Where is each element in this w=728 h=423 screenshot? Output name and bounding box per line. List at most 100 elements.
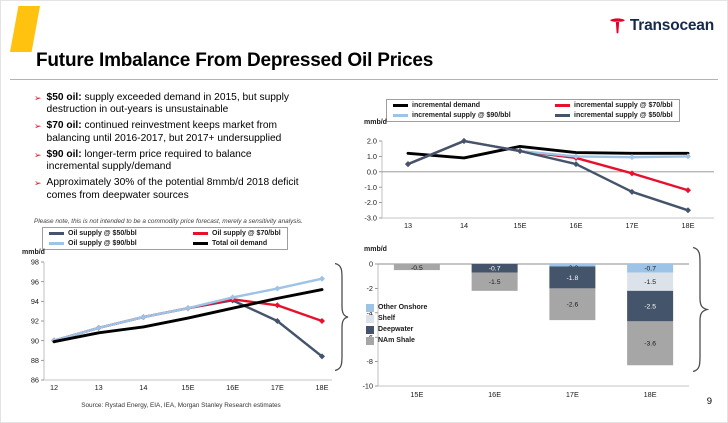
chart-legend: Other Onshore Shelf Deepwater NAm Shale (366, 304, 427, 345)
legend-label: NAm Shale (378, 337, 415, 345)
x-tick-label: 16E (226, 383, 239, 392)
legend-label: Oil supply @ $70/bbl (212, 230, 281, 237)
x-tick-label: 17E (271, 383, 284, 392)
bullet-arrow-icon: ➢ (34, 93, 42, 103)
legend-item: Shelf (366, 315, 427, 323)
accent-shape (10, 6, 40, 52)
axis-label: 0 (369, 260, 373, 269)
bullet-text: $50 oil: supply exceeded demand in 2015,… (46, 92, 289, 116)
data-point-marker (685, 207, 691, 214)
bullet-list: ➢ $50 oil: supply exceeded demand in 2015… (34, 92, 306, 206)
series-line (406, 145, 690, 160)
bar-segment (627, 272, 674, 291)
axis-label: -8 (367, 357, 374, 366)
title-divider (10, 79, 718, 80)
axis-label: 92 (31, 317, 39, 326)
data-point-marker (685, 187, 691, 194)
bar-value-label: -1.5 (644, 279, 656, 286)
x-tick-label: 16E (570, 221, 583, 230)
x-tick-label: 13 (404, 221, 412, 230)
legend-label: Total oil demand (212, 239, 268, 247)
bar-value-label: -2.6 (567, 302, 579, 309)
x-tick-label: 15E (410, 390, 423, 399)
axis-label: -3.0 (364, 214, 377, 223)
data-point-marker (274, 302, 281, 309)
bullet-item: ➢ $90 oil: longer-term price required to … (34, 149, 306, 173)
legend-label: incremental supply @ $50/bbl (574, 111, 673, 119)
bullet-item: ➢ $50 oil: supply exceeded demand in 2015… (34, 92, 306, 116)
deficit-gap-brace (334, 262, 349, 372)
bar-value-label: -2.5 (644, 303, 656, 310)
legend-swatch (366, 315, 374, 323)
legend-label: Other Onshore (378, 304, 428, 312)
axis-label: 98 (31, 258, 39, 267)
axis-label: -10 (362, 382, 373, 391)
legend-swatch (393, 104, 408, 108)
bar-value-label: -0.5 (411, 265, 423, 272)
deficit-by-source-chart: mmb/d 0-2-4-6-8-1015E-0.516E-0.7-1.517E-… (352, 240, 697, 404)
x-tick-label: 13 (95, 383, 103, 392)
bar-total-brace (692, 246, 709, 373)
bullet-item: ➢ Approximately 30% of the potential 8mmb… (34, 177, 306, 201)
legend-swatch (555, 114, 570, 118)
data-point-marker (319, 353, 325, 360)
legend-label: Shelf (378, 315, 396, 323)
axis-label: -4 (367, 308, 374, 317)
legend-item: NAm Shale (366, 337, 427, 345)
data-point-marker (229, 294, 236, 301)
chart-legend: Oil supply @ $50/bbl Oil supply @ $70/bbl… (42, 227, 288, 251)
bullet-item: ➢ $70 oil: continued reinvestment keeps m… (34, 120, 306, 144)
bullet-text: Approximately 30% of the potential 8mmb/… (46, 177, 299, 201)
data-point-marker (517, 148, 523, 155)
oil-supply-demand-chart: mmb/d Oil supply @ $50/bbl Oil supply @ $… (22, 227, 340, 405)
axis-label: -1.0 (364, 183, 377, 192)
legend-swatch (393, 114, 408, 118)
bar-segment (393, 264, 440, 271)
data-point-marker (274, 285, 281, 292)
axis-label: 88 (31, 356, 39, 365)
bar-segment (627, 290, 674, 322)
source-note: Source: Rystad Energy, EIA, IEA, Morgan … (81, 402, 281, 409)
x-tick-label: 18E (644, 390, 657, 399)
legend-item: incremental supply @ $90/bbl (393, 112, 543, 120)
legend-label: incremental supply @ $90/bbl (412, 111, 511, 119)
x-tick-label: 15E (182, 383, 195, 392)
chart-incremental-canvas: 2.0 1.0 0.0 -1.0 -2.0 -3.0 13 14 15E 16E 17E 18E (364, 137, 714, 230)
logo-wordmark: Transocean (629, 17, 714, 34)
legend-item: Total oil demand (193, 240, 281, 248)
bar-value-label: -1.8 (567, 275, 579, 282)
legend-swatch (555, 104, 570, 108)
axis-label: 96 (31, 278, 39, 287)
legend-item: Oil supply @ $90/bbl (49, 240, 181, 248)
bar-value-label: -3.6 (644, 341, 656, 348)
y-axis-unit-label: mmb/d (364, 246, 387, 253)
axis-label: -2.0 (364, 199, 377, 208)
bar-value-label: -0.7 (644, 266, 656, 273)
data-point-marker (319, 318, 325, 325)
legend-swatch (193, 242, 208, 246)
chart-deficit-canvas: 0-2-4-6-8-1015E-0.516E-0.7-1.517E-0.2-1.… (362, 260, 689, 399)
chart-legend: incremental demand incremental supply @ $… (386, 99, 680, 123)
bar-segment (471, 272, 518, 291)
data-point-marker (95, 325, 102, 332)
legend-item: Oil supply @ $70/bbl (193, 230, 281, 238)
legend-item: Oil supply @ $50/bbl (49, 230, 181, 238)
legend-swatch (366, 304, 374, 312)
x-tick-label: 12 (50, 383, 58, 392)
x-tick-label: 14 (460, 221, 468, 230)
bullet-arrow-icon: ➢ (34, 121, 42, 132)
y-axis-unit-label: mmb/d (364, 119, 387, 126)
bar-segment (549, 288, 596, 321)
bar-segment (549, 264, 596, 267)
data-point-marker (140, 314, 147, 321)
bar-segment (627, 321, 674, 366)
legend-swatch (366, 337, 374, 345)
legend-item: incremental demand (393, 102, 543, 110)
series-line (406, 140, 690, 212)
bullet-text: $90 oil: longer-term price required to b… (46, 148, 252, 173)
x-tick-label: 18E (682, 221, 695, 230)
legend-item: Other Onshore (366, 304, 427, 312)
bar-value-label: -0.7 (489, 266, 501, 273)
legend-label: Oil supply @ $90/bbl (68, 239, 137, 247)
